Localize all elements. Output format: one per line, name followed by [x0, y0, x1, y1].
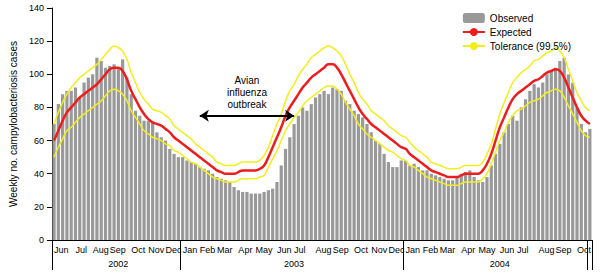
svg-text:Sep: Sep — [110, 245, 126, 255]
svg-text:Nov: Nov — [371, 245, 388, 255]
svg-text:Oct: Oct — [354, 245, 369, 255]
svg-text:Jul: Jul — [75, 245, 87, 255]
svg-text:outbreak: outbreak — [227, 99, 267, 110]
svg-text:Feb: Feb — [200, 245, 216, 255]
svg-text:Sep: Sep — [556, 245, 572, 255]
svg-text:Jan: Jan — [406, 245, 421, 255]
svg-text:Oct: Oct — [577, 245, 592, 255]
svg-text:20: 20 — [34, 202, 44, 212]
svg-text:Expected: Expected — [490, 27, 532, 38]
svg-text:2002: 2002 — [108, 259, 128, 269]
svg-text:Nov: Nov — [148, 245, 165, 255]
svg-text:2003: 2003 — [284, 259, 304, 269]
svg-text:Tolerance (99.5%): Tolerance (99.5%) — [490, 41, 571, 52]
svg-text:Mar: Mar — [217, 245, 233, 255]
svg-text:May: May — [256, 245, 274, 255]
svg-text:2004: 2004 — [490, 259, 510, 269]
svg-text:influenza: influenza — [227, 87, 267, 98]
svg-text:Jan: Jan — [183, 245, 198, 255]
svg-text:Dec: Dec — [166, 245, 183, 255]
svg-text:Aug: Aug — [538, 245, 554, 255]
svg-text:Jun: Jun — [54, 245, 69, 255]
svg-text:Jun: Jun — [500, 245, 515, 255]
svg-text:Oct: Oct — [131, 245, 146, 255]
svg-text:Mar: Mar — [440, 245, 456, 255]
svg-text:Apr: Apr — [238, 245, 252, 255]
svg-text:Jul: Jul — [294, 245, 306, 255]
svg-text:Aug: Aug — [93, 245, 109, 255]
svg-text:Jun: Jun — [277, 245, 292, 255]
svg-text:60: 60 — [34, 136, 44, 146]
svg-text:80: 80 — [34, 102, 44, 112]
svg-text:Apr: Apr — [461, 245, 475, 255]
svg-text:40: 40 — [34, 169, 44, 179]
svg-text:140: 140 — [29, 3, 44, 13]
svg-text:120: 120 — [29, 36, 44, 46]
svg-text:Feb: Feb — [423, 245, 439, 255]
svg-text:May: May — [478, 245, 496, 255]
svg-text:100: 100 — [29, 69, 44, 79]
svg-text:0: 0 — [39, 235, 44, 245]
svg-text:Jul: Jul — [517, 245, 529, 255]
svg-text:Observed: Observed — [490, 13, 533, 24]
svg-text:Avian: Avian — [235, 75, 260, 86]
svg-text:Aug: Aug — [316, 245, 332, 255]
svg-text:Weekly no. campylobacteriosis: Weekly no. campylobacteriosis cases — [8, 41, 19, 207]
svg-text:Sep: Sep — [333, 245, 349, 255]
svg-text:Dec: Dec — [388, 245, 405, 255]
